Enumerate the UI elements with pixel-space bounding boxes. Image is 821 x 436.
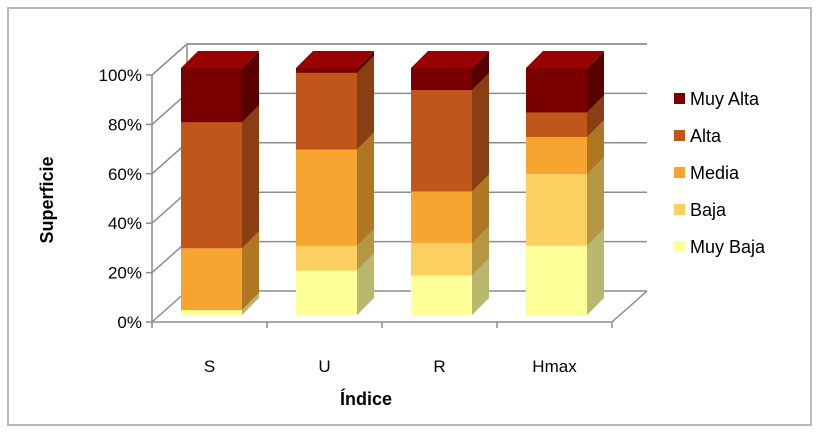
bar-segment	[181, 248, 242, 311]
bar-segment-side	[357, 51, 374, 73]
bar-top	[181, 51, 259, 68]
bar-segment-side	[357, 253, 374, 315]
x-tick-label: Hmax	[532, 357, 577, 376]
y-tick-label: 20%	[108, 264, 142, 283]
bar-segment-side	[357, 228, 374, 271]
bar-segment	[526, 174, 587, 246]
bar-segment	[411, 191, 472, 244]
bar-top	[296, 51, 374, 68]
bar-segment	[296, 245, 357, 271]
bar-segment-side	[242, 231, 259, 311]
y-tick-label: 40%	[108, 214, 142, 233]
legend-swatch	[674, 93, 685, 104]
legend-label: Muy Alta	[690, 89, 760, 109]
bar-segment-side	[242, 51, 259, 123]
bar-top	[526, 51, 604, 68]
bar-segment	[296, 68, 357, 73]
legend-label: Alta	[690, 126, 722, 146]
y-tick-label: 80%	[108, 115, 142, 134]
floor-right-edge	[611, 290, 648, 323]
x-tick-label: R	[433, 357, 445, 376]
bar-segment	[411, 68, 472, 91]
legend-swatch	[674, 241, 685, 252]
bar-segment-side	[472, 258, 489, 315]
chart-frame	[7, 7, 812, 426]
bar-segment	[411, 243, 472, 276]
bar-segment-side	[472, 226, 489, 276]
bar-segment	[526, 112, 587, 138]
y-axis-title: Superficie	[37, 156, 57, 243]
x-tick-label: U	[318, 357, 330, 376]
y-tick-label: 60%	[108, 165, 142, 184]
bar-segment-side	[472, 174, 489, 244]
bar-segment-side	[587, 95, 604, 138]
bar-segment-side	[242, 105, 259, 249]
bar-segment	[181, 122, 242, 249]
legend-swatch	[674, 204, 685, 215]
bar-segment-side	[587, 157, 604, 246]
bar-segment	[296, 72, 357, 150]
legend-label: Baja	[690, 200, 727, 220]
bar-segment-side	[472, 73, 489, 192]
legend-swatch	[674, 130, 685, 141]
bar-segment	[296, 149, 357, 246]
bar-segment	[296, 270, 357, 315]
bar-segment-side	[587, 228, 604, 315]
bar-segment-side	[472, 51, 489, 91]
y-tick-label: 100%	[99, 66, 142, 85]
bar-segment-side	[357, 55, 374, 150]
legend-label: Media	[690, 163, 740, 183]
bar-segment-side	[587, 51, 604, 113]
bar-segment	[181, 310, 242, 315]
x-tick-label: S	[204, 357, 215, 376]
bar-segment	[411, 90, 472, 192]
bar-segment-side	[242, 293, 259, 315]
bar-segment	[526, 245, 587, 315]
bar-segment-side	[587, 120, 604, 175]
x-axis-title: Índice	[340, 388, 392, 409]
bar-segment	[526, 68, 587, 113]
gridline	[151, 43, 647, 76]
legend-swatch	[674, 167, 685, 178]
bar-segment-side	[357, 132, 374, 246]
legend-label: Muy Baja	[690, 237, 766, 257]
bar-segment	[411, 275, 472, 315]
y-tick-label: 0%	[117, 313, 142, 332]
bar-segment	[181, 68, 242, 123]
bar-segment	[526, 137, 587, 175]
bar-top	[411, 51, 489, 68]
